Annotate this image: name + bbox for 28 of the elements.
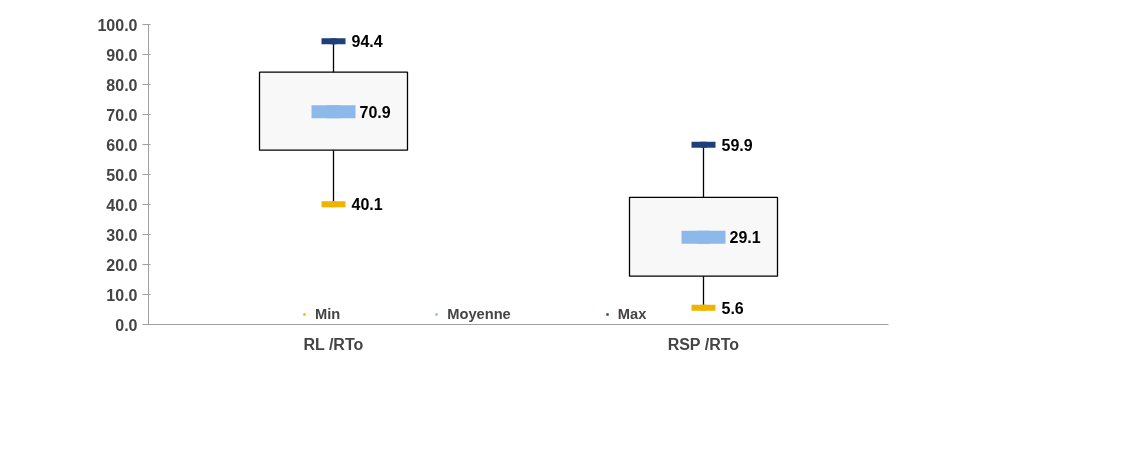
data-label: 40.1 bbox=[351, 196, 383, 214]
x-tick-label: RSP /RTo bbox=[667, 335, 740, 353]
data-label: 29.1 bbox=[729, 229, 761, 247]
y-tick-label: 0.0 bbox=[115, 316, 138, 334]
y-tick-label: 100.0 bbox=[97, 16, 138, 34]
legend-label: Max bbox=[617, 306, 647, 322]
y-tick-label: 90.0 bbox=[106, 46, 138, 64]
data-label: 5.6 bbox=[721, 299, 744, 317]
point bbox=[330, 38, 337, 45]
point bbox=[330, 201, 337, 208]
point bbox=[697, 230, 710, 244]
data-label: 59.9 bbox=[721, 136, 753, 154]
data-label: 94.4 bbox=[351, 33, 383, 51]
data-label: 70.9 bbox=[359, 103, 391, 121]
y-tick-label: 70.0 bbox=[106, 106, 138, 124]
point bbox=[700, 141, 707, 148]
point bbox=[327, 105, 340, 119]
point bbox=[700, 304, 707, 311]
y-tick-label: 60.0 bbox=[106, 136, 138, 154]
x-tick-label: RL /RTo bbox=[303, 335, 364, 353]
y-tick-label: 80.0 bbox=[106, 76, 138, 94]
y-tick-label: 30.0 bbox=[106, 226, 138, 244]
y-tick-label: 20.0 bbox=[106, 256, 138, 274]
y-tick-label: 10.0 bbox=[106, 286, 138, 304]
y-tick-label: 40.0 bbox=[106, 196, 138, 214]
y-tick-label: 50.0 bbox=[106, 166, 138, 184]
legend-label: Moyenne bbox=[447, 306, 511, 322]
legend-label: Min bbox=[315, 306, 341, 322]
